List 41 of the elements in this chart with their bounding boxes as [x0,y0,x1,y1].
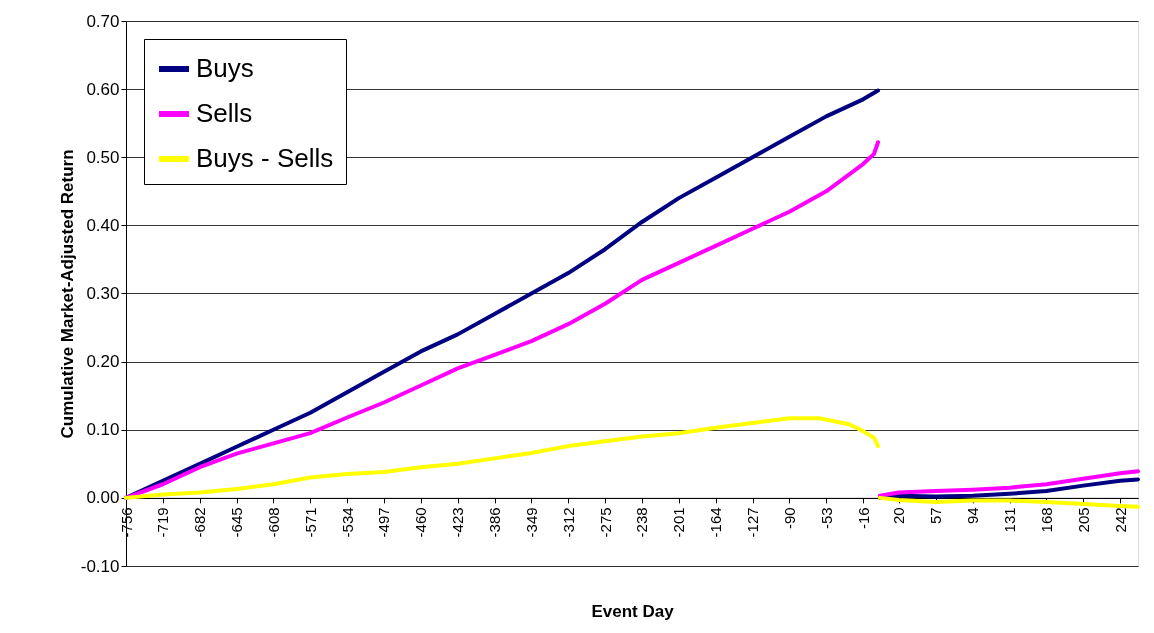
x-tick-label: 205 [1074,507,1092,533]
y-tick-label: 0.70 [86,11,120,31]
x-tick-label: -164 [707,507,725,538]
legend-label: Buys - Sells [196,143,334,173]
y-tick-label: 0.30 [86,284,120,303]
y-tick-label: 0.60 [86,79,120,99]
y-tick-label: 0.40 [86,215,120,235]
y-tick-label: 0.10 [86,420,120,440]
legend-label: Sells [196,98,253,128]
x-tick-label: -275 [596,507,614,538]
x-tick-label: -312 [559,507,577,538]
y-tick-label: 0.50 [86,147,120,167]
x-tick-label: 57 [927,507,945,525]
x-tick-label: -16 [854,507,872,530]
y-tick-label: 0.20 [86,352,120,372]
x-tick-label: -645 [228,507,246,538]
x-tick-label: -90 [780,507,798,530]
x-tick-label: 131 [1001,507,1019,533]
x-tick-label: -386 [486,507,504,538]
x-tick-label: -497 [375,507,393,538]
x-tick-label: -719 [154,507,172,538]
legend-label: Buys [196,53,254,83]
x-tick-label: -571 [301,507,319,538]
x-tick-label: 94 [964,507,982,525]
x-tick-label: -534 [338,507,356,538]
x-tick-label: -682 [191,507,209,538]
y-axis-title: Cumulative Market-Adjusted Return [57,149,77,439]
x-tick-label: -201 [670,507,688,538]
x-tick-label: -127 [744,507,762,538]
x-tick-label: -349 [522,507,540,538]
y-tick-label: -0.10 [80,556,120,576]
x-tick-label: -53 [817,507,835,530]
x-tick-label: -423 [449,507,467,538]
x-tick-label: 20 [890,507,908,525]
x-tick-label: 168 [1037,507,1055,533]
y-tick-label: 0.00 [86,488,120,508]
x-axis-title: Event Day [591,601,675,621]
x-tick-label: -608 [264,507,282,538]
x-tick-label: -460 [412,507,430,538]
x-tick-label: -238 [633,507,651,538]
x-tick-label: 242 [1111,507,1129,533]
